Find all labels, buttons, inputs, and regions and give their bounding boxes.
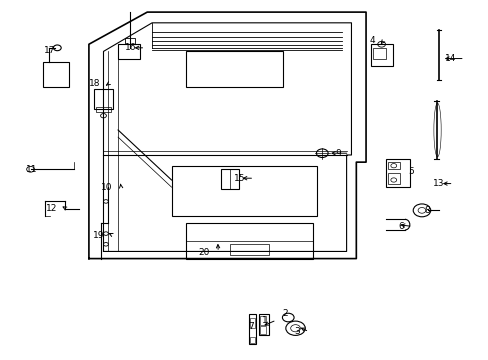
Bar bbox=[42, 62, 69, 87]
Bar bbox=[259, 314, 268, 336]
Bar bbox=[186, 51, 283, 87]
Bar bbox=[385, 158, 409, 187]
Text: 11: 11 bbox=[26, 165, 38, 174]
Bar bbox=[186, 223, 312, 258]
Bar bbox=[118, 44, 140, 59]
Text: 14: 14 bbox=[444, 54, 455, 63]
Text: 17: 17 bbox=[44, 46, 56, 55]
Text: 20: 20 bbox=[198, 248, 209, 257]
Text: 8: 8 bbox=[424, 206, 429, 215]
Text: 16: 16 bbox=[125, 43, 136, 52]
Text: 1: 1 bbox=[262, 315, 267, 324]
Text: 4: 4 bbox=[368, 36, 374, 45]
Bar bbox=[260, 316, 265, 325]
Bar bbox=[250, 337, 255, 342]
Text: 2: 2 bbox=[282, 310, 287, 319]
Bar bbox=[229, 244, 268, 255]
Text: 9: 9 bbox=[334, 149, 340, 158]
Text: 19: 19 bbox=[93, 231, 104, 240]
Text: 18: 18 bbox=[88, 79, 100, 88]
Bar bbox=[94, 89, 113, 109]
Text: 6: 6 bbox=[397, 222, 403, 231]
Text: 10: 10 bbox=[101, 183, 112, 192]
Text: 7: 7 bbox=[248, 322, 254, 331]
Bar bbox=[171, 166, 317, 216]
Text: 5: 5 bbox=[407, 167, 413, 176]
Bar bbox=[370, 44, 392, 66]
Bar bbox=[125, 38, 135, 44]
Bar bbox=[96, 107, 111, 112]
Text: 3: 3 bbox=[294, 327, 300, 336]
Bar bbox=[260, 327, 265, 334]
Bar bbox=[221, 169, 238, 189]
Text: 15: 15 bbox=[233, 174, 245, 183]
Bar bbox=[250, 318, 255, 328]
Text: 12: 12 bbox=[46, 204, 57, 213]
Bar bbox=[387, 162, 399, 169]
Bar bbox=[387, 173, 399, 184]
Bar bbox=[249, 314, 256, 344]
Bar bbox=[372, 48, 385, 59]
Text: 13: 13 bbox=[432, 179, 444, 188]
